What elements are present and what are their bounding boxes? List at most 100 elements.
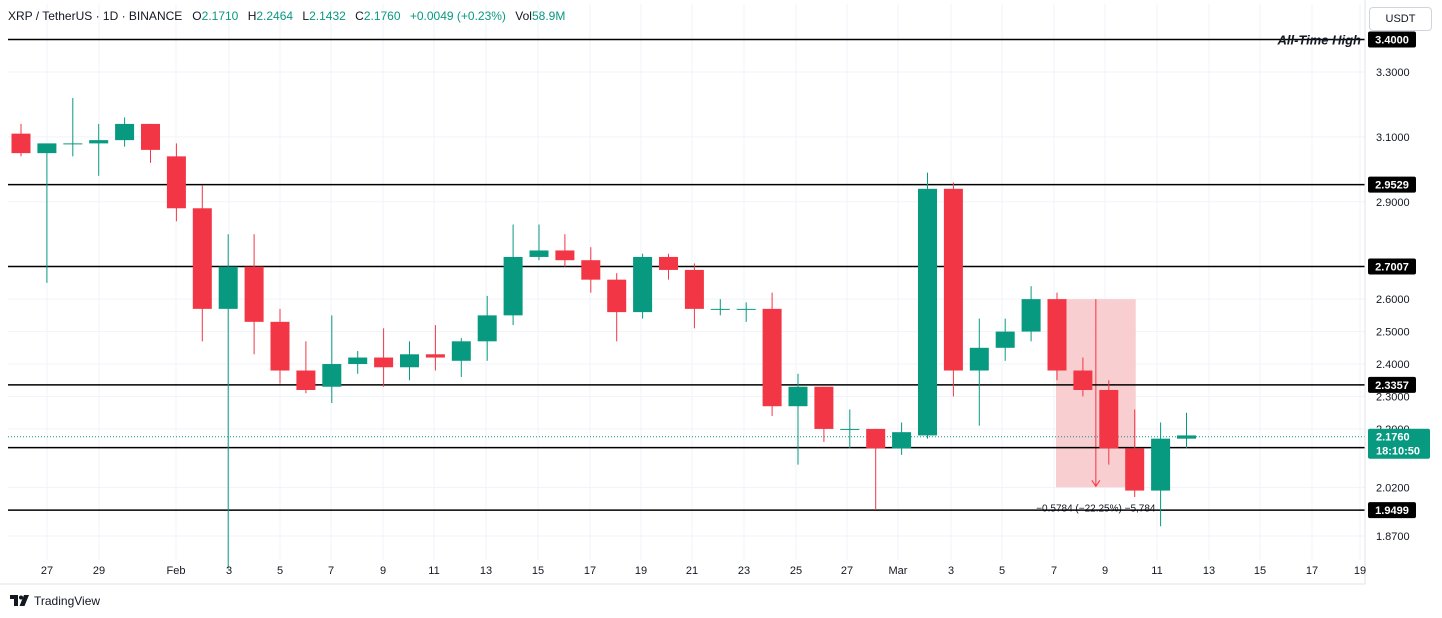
candle-body: [1177, 435, 1196, 439]
x-tick-label: 27: [41, 565, 53, 577]
x-tick-label: Mar: [889, 565, 908, 577]
candle-body: [529, 250, 549, 257]
x-tick-label: 7: [328, 565, 334, 577]
candle-body: [11, 133, 31, 154]
x-tick-label: 25: [790, 565, 802, 577]
low-label: L: [302, 9, 310, 23]
y-tick-label: 2.6000: [1376, 294, 1410, 306]
x-tick-label: 15: [532, 565, 544, 577]
x-tick-label: 17: [584, 565, 596, 577]
candle-body: [374, 357, 394, 368]
level-price-tag-text: 2.3357: [1375, 380, 1409, 392]
candle-body: [244, 266, 264, 322]
low-value: 2.1432: [309, 9, 346, 23]
y-tick-label: 1.8700: [1376, 531, 1410, 543]
candle-body: [270, 321, 290, 371]
x-tick-label: 13: [480, 565, 492, 577]
y-tick-label: 2.5000: [1376, 327, 1410, 339]
y-tick-label: 2.3000: [1376, 391, 1410, 403]
candle-body: [659, 256, 678, 270]
candle-body: [969, 347, 989, 371]
candle-body: [1021, 299, 1041, 332]
candle-body: [400, 354, 419, 368]
candle-body: [1125, 448, 1145, 491]
x-tick-label: 7: [1051, 565, 1057, 577]
currency-button[interactable]: USDT: [1369, 7, 1432, 31]
candle-body: [684, 269, 704, 309]
candle-body: [503, 256, 523, 316]
candle-body: [348, 357, 368, 365]
level-price-tag: [1368, 376, 1416, 393]
x-tick-label: 9: [1102, 565, 1108, 577]
close-value: 2.1760: [363, 9, 401, 23]
x-tick-label: 23: [738, 565, 750, 577]
symbol-name[interactable]: XRP / TetherUS · 1D · BINANCE: [8, 9, 183, 23]
candle-body: [814, 386, 834, 429]
candle-body: [63, 143, 83, 145]
x-tick-label: 13: [1203, 565, 1215, 577]
candle-body: [866, 428, 886, 449]
x-tick-label: 11: [1151, 565, 1162, 577]
candle-body: [1151, 438, 1171, 491]
level-price-tag: [1368, 31, 1416, 48]
x-tick-label: Feb: [167, 565, 186, 577]
volume-label: Vol: [515, 9, 532, 23]
candle-body: [322, 364, 342, 387]
x-tick-label: 9: [380, 565, 386, 577]
x-tick-label: 3: [948, 565, 954, 577]
candle-body: [37, 143, 57, 154]
candles: [11, 97, 1196, 569]
x-tick-label: 29: [93, 565, 105, 577]
candle-body: [581, 260, 601, 280]
level-price-tag-text: 3.4000: [1375, 35, 1409, 47]
price-tags: 3.40002.95292.70072.33572.14251.94992.17…: [1368, 31, 1430, 519]
open-label: O: [192, 9, 202, 23]
x-tick-label: 3: [226, 565, 232, 577]
x-tick-label: 27: [841, 565, 853, 577]
candle-body: [840, 428, 860, 430]
tradingview-logo-icon: [10, 595, 29, 606]
candle-body: [1099, 389, 1119, 449]
candle-body: [762, 308, 782, 407]
candle-body: [633, 256, 653, 313]
change-value: +0.0049 (+0.23%): [409, 9, 506, 23]
volume-value: 58.9M: [531, 9, 566, 23]
x-tick-label: 5: [277, 565, 283, 577]
candle-body: [89, 140, 109, 144]
high-label: H: [247, 9, 257, 23]
axes: 3.3000 3.1000 2.9000 2.6000 2.5000 2.4000 2.30…: [0, 0, 1410, 585]
candle-body: [892, 432, 912, 449]
candle-body: [995, 331, 1015, 348]
brand: TradingView: [10, 594, 100, 608]
horizontal-levels[interactable]: All-Time High: [8, 33, 1365, 511]
candle-body: [710, 308, 730, 310]
x-tick-label: 5: [999, 565, 1005, 577]
measure-arrowhead: [1091, 480, 1101, 488]
x-tick-label: 19: [635, 565, 647, 577]
y-tick-label: 2.0200: [1376, 482, 1410, 494]
candle-body: [788, 386, 808, 407]
measurement-tool[interactable]: −0.5784 (−22.25%) −5,784: [1036, 299, 1156, 514]
x-tick-label: 19: [1354, 565, 1366, 577]
candle-body: [296, 370, 316, 390]
level-price-tag: [1368, 176, 1416, 193]
high-value: 2.2464: [256, 9, 294, 23]
candle-body: [943, 188, 963, 371]
symbol-header: XRP / TetherUS · 1D · BINANCE O2.1710 H2…: [8, 9, 571, 23]
candle-body: [451, 341, 471, 361]
level-price-tag: [1368, 502, 1416, 519]
candle-body: [141, 123, 160, 150]
measure-label: −0.5784 (−22.25%) −5,784: [1036, 503, 1156, 514]
open-value: 2.1710: [201, 9, 239, 23]
current-price-tag: [1368, 428, 1430, 459]
x-tick-label: 11: [428, 565, 439, 577]
current-price-text: 2.1760: [1376, 432, 1410, 444]
level-price-tag-text: 1.9499: [1375, 505, 1409, 517]
x-tick-label: 21: [686, 565, 698, 577]
x-tick-label: 15: [1254, 565, 1266, 577]
candle-body: [736, 308, 756, 310]
candle-body: [607, 279, 627, 313]
x-tick-label: 17: [1306, 565, 1318, 577]
candle-body: [918, 188, 937, 436]
